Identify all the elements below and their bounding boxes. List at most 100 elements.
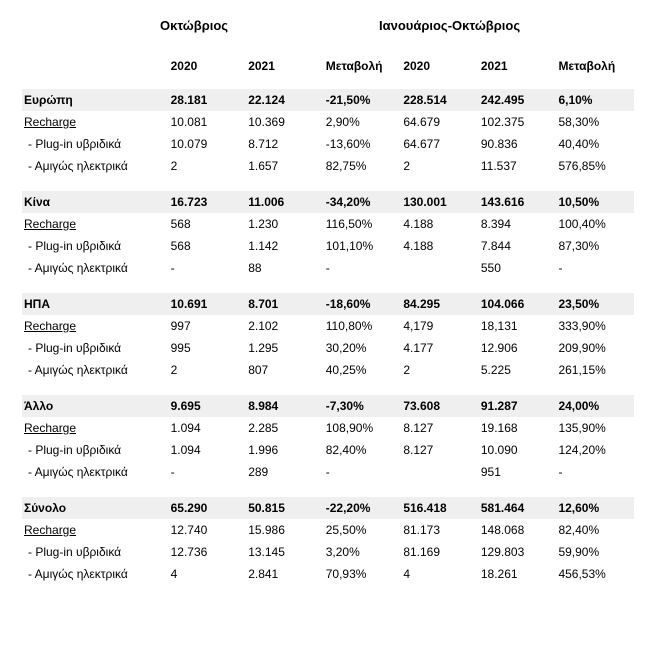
cell: 516.418	[401, 497, 479, 519]
cell: 12.906	[479, 337, 557, 359]
cell: -22,20%	[324, 497, 402, 519]
cell: Ευρώπη	[22, 89, 169, 111]
cell: 18.261	[479, 563, 557, 585]
cell: 261,15%	[556, 359, 634, 381]
cell: - Αμιγώς ηλεκτρικά	[22, 461, 169, 483]
plugin-row: - Plug-in υβριδικά9951.29530,20%4.17712.…	[22, 337, 634, 359]
cell: 15.986	[246, 519, 324, 541]
col-header: 2021	[479, 55, 557, 89]
section-row: Κίνα16.72311.006-34,20%130.001143.61610,…	[22, 191, 634, 213]
cell: 28.181	[169, 89, 247, 111]
cell: -7,30%	[324, 395, 402, 417]
cell: 1.094	[169, 439, 247, 461]
cell: 2	[169, 155, 247, 177]
cell: ΗΠΑ	[22, 293, 169, 315]
bev-row: - Αμιγώς ηλεκτρικά42.84170,93%418.261456…	[22, 563, 634, 585]
cell: - Plug-in υβριδικά	[22, 133, 169, 155]
cell: 2,90%	[324, 111, 402, 133]
cell: Recharge	[22, 417, 169, 439]
bev-row: - Αμιγώς ηλεκτρικά-88-550-	[22, 257, 634, 279]
cell: 8.984	[246, 395, 324, 417]
spacer-row	[22, 381, 634, 395]
col-header: Μεταβολή	[556, 55, 634, 89]
cell: - Plug-in υβριδικά	[22, 541, 169, 563]
recharge-row: Recharge1.0942.285108,90%8.12719.168135,…	[22, 417, 634, 439]
cell: 64.677	[401, 133, 479, 155]
col-header: 2021	[246, 55, 324, 89]
cell: 90.836	[479, 133, 557, 155]
cell: 2	[401, 359, 479, 381]
cell: 1.295	[246, 337, 324, 359]
cell: - Αμιγώς ηλεκτρικά	[22, 155, 169, 177]
cell: -34,20%	[324, 191, 402, 213]
cell: 130.001	[401, 191, 479, 213]
cell: -18,60%	[324, 293, 402, 315]
cell: 807	[246, 359, 324, 381]
cell: 102.375	[479, 111, 557, 133]
cell: 22.124	[246, 89, 324, 111]
cell	[401, 461, 479, 483]
cell: 289	[246, 461, 324, 483]
cell: 64.679	[401, 111, 479, 133]
cell: 209,90%	[556, 337, 634, 359]
cell: - Αμιγώς ηλεκτρικά	[22, 563, 169, 585]
cell: 10.369	[246, 111, 324, 133]
cell: 3,20%	[324, 541, 402, 563]
cell: -	[324, 257, 402, 279]
cell: 50.815	[246, 497, 324, 519]
cell: - Αμιγώς ηλεκτρικά	[22, 359, 169, 381]
cell: 8.712	[246, 133, 324, 155]
cell: 4,179	[401, 315, 479, 337]
cell: 333,90%	[556, 315, 634, 337]
cell: -13,60%	[324, 133, 402, 155]
cell: 2	[169, 359, 247, 381]
cell: 101,10%	[324, 235, 402, 257]
cell: 5.225	[479, 359, 557, 381]
cell: 104.066	[479, 293, 557, 315]
cell: 1.094	[169, 417, 247, 439]
cell: 30,20%	[324, 337, 402, 359]
cell: 40,25%	[324, 359, 402, 381]
bev-row: - Αμιγώς ηλεκτρικά280740,25%25.225261,15…	[22, 359, 634, 381]
cell: 10.079	[169, 133, 247, 155]
cell: 2.102	[246, 315, 324, 337]
cell: Recharge	[22, 213, 169, 235]
cell: 4	[401, 563, 479, 585]
cell: Recharge	[22, 519, 169, 541]
bev-row: - Αμιγώς ηλεκτρικά21.65782,75%211.537576…	[22, 155, 634, 177]
recharge-row: Recharge10.08110.3692,90%64.679102.37558…	[22, 111, 634, 133]
cell: 8.127	[401, 439, 479, 461]
cell: - Plug-in υβριδικά	[22, 235, 169, 257]
section-row: Ευρώπη28.18122.124-21,50%228.514242.4956…	[22, 89, 634, 111]
cell: 2.285	[246, 417, 324, 439]
cell: 456,53%	[556, 563, 634, 585]
cell: 59,90%	[556, 541, 634, 563]
cell: 1.230	[246, 213, 324, 235]
cell: 568	[169, 213, 247, 235]
col-header: 2020	[401, 55, 479, 89]
bev-row: - Αμιγώς ηλεκτρικά-289-951-	[22, 461, 634, 483]
cell: 135,90%	[556, 417, 634, 439]
cell: 4.188	[401, 213, 479, 235]
cell: 82,75%	[324, 155, 402, 177]
cell: 70,93%	[324, 563, 402, 585]
cell: 84.295	[401, 293, 479, 315]
cell: 8.127	[401, 417, 479, 439]
cell: - Plug-in υβριδικά	[22, 439, 169, 461]
sales-table: 2020 2021 Μεταβολή 2020 2021 Μεταβολή Ευ…	[22, 55, 634, 585]
cell: 6,10%	[556, 89, 634, 111]
recharge-row: Recharge5681.230116,50%4.1888.394100,40%	[22, 213, 634, 235]
cell: -	[169, 461, 247, 483]
col-header: 2020	[169, 55, 247, 89]
cell: 25,50%	[324, 519, 402, 541]
cell: -	[169, 257, 247, 279]
cell: - Plug-in υβριδικά	[22, 337, 169, 359]
column-header-row: 2020 2021 Μεταβολή 2020 2021 Μεταβολή	[22, 55, 634, 89]
cell: 116,50%	[324, 213, 402, 235]
cell: 568	[169, 235, 247, 257]
plugin-row: - Plug-in υβριδικά5681.142101,10%4.1887.…	[22, 235, 634, 257]
cell: 10.090	[479, 439, 557, 461]
cell: 7.844	[479, 235, 557, 257]
cell: 108,90%	[324, 417, 402, 439]
cell: Σύνολο	[22, 497, 169, 519]
